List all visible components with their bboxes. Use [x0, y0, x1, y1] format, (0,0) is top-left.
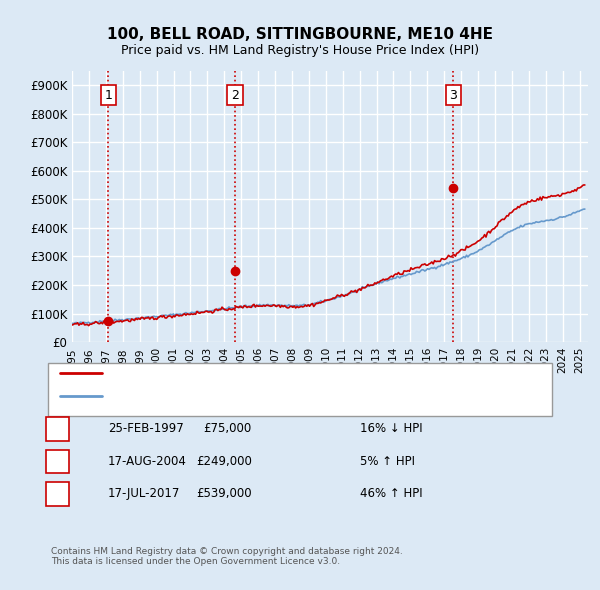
Text: 1: 1: [53, 422, 62, 435]
Text: £75,000: £75,000: [204, 422, 252, 435]
Text: 25-FEB-1997: 25-FEB-1997: [108, 422, 184, 435]
Text: 16% ↓ HPI: 16% ↓ HPI: [360, 422, 422, 435]
Text: £539,000: £539,000: [196, 487, 252, 500]
Text: Price paid vs. HM Land Registry's House Price Index (HPI): Price paid vs. HM Land Registry's House …: [121, 44, 479, 57]
Text: 46% ↑ HPI: 46% ↑ HPI: [360, 487, 422, 500]
Text: £249,000: £249,000: [196, 455, 252, 468]
Text: 2: 2: [231, 88, 239, 101]
Text: HPI: Average price, detached house, Swale: HPI: Average price, detached house, Swal…: [114, 392, 353, 401]
Text: 17-JUL-2017: 17-JUL-2017: [108, 487, 181, 500]
Text: 5% ↑ HPI: 5% ↑ HPI: [360, 455, 415, 468]
Text: Contains HM Land Registry data © Crown copyright and database right 2024.
This d: Contains HM Land Registry data © Crown c…: [51, 547, 403, 566]
Text: 100, BELL ROAD, SITTINGBOURNE, ME10 4HE (detached house): 100, BELL ROAD, SITTINGBOURNE, ME10 4HE …: [114, 369, 469, 378]
Text: 17-AUG-2004: 17-AUG-2004: [108, 455, 187, 468]
Text: 2: 2: [53, 455, 62, 468]
Text: 100, BELL ROAD, SITTINGBOURNE, ME10 4HE: 100, BELL ROAD, SITTINGBOURNE, ME10 4HE: [107, 27, 493, 41]
Text: 3: 3: [449, 88, 457, 101]
Text: 1: 1: [104, 88, 112, 101]
Text: 3: 3: [53, 487, 62, 500]
